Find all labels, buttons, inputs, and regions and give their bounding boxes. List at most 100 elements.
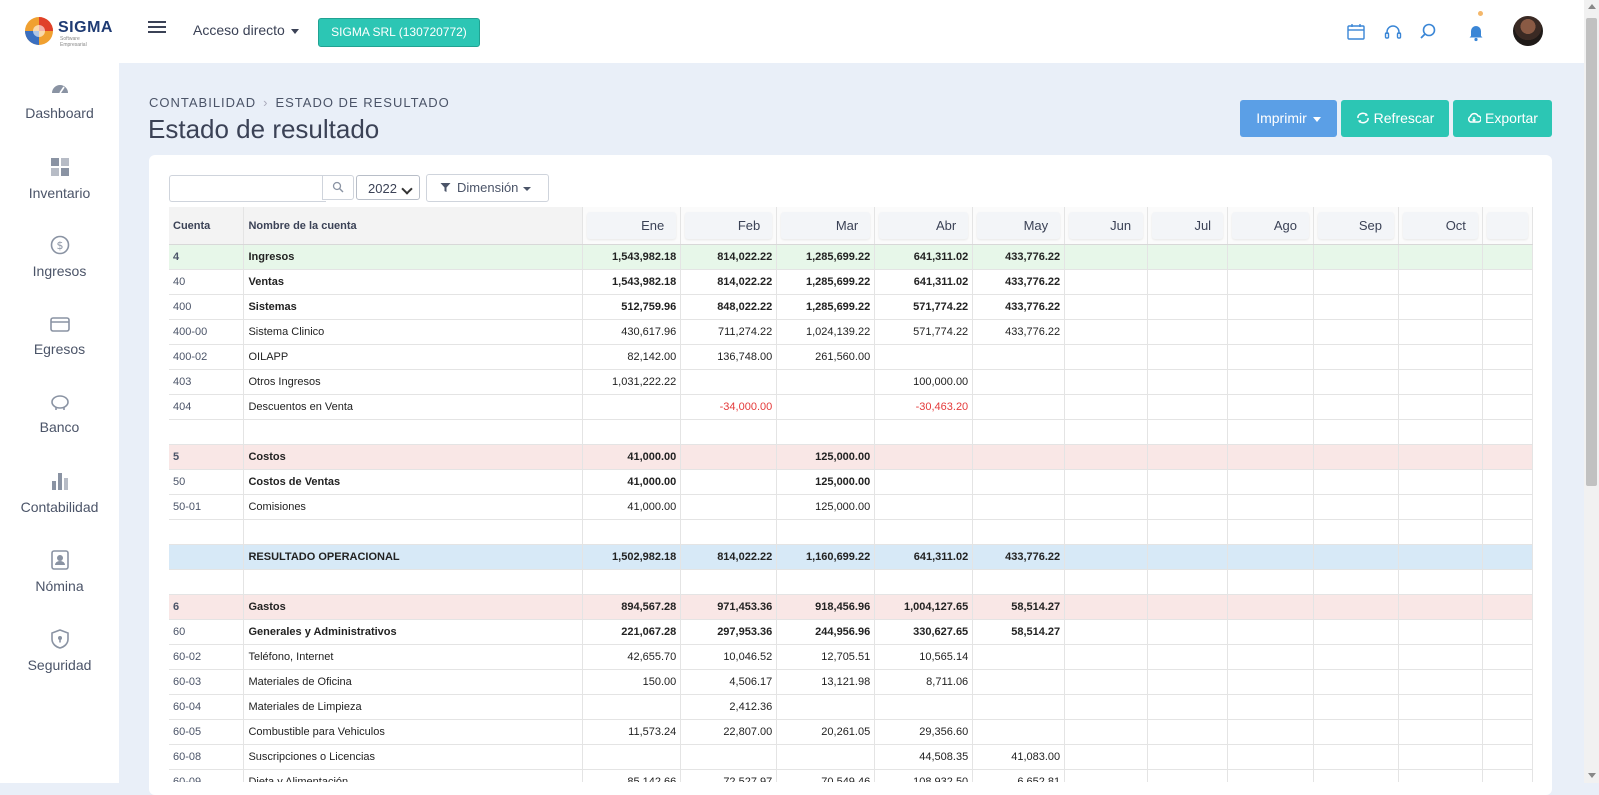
amount-cell: 58,514.27 — [972, 619, 1066, 645]
table-row[interactable]: 400 Sistemas 512,759.96 848,022.22 1,285,699… — [169, 294, 1533, 320]
column-header-month[interactable]: Ene — [582, 207, 682, 245]
amount-cell — [680, 569, 778, 595]
column-header-month[interactable]: May — [972, 207, 1066, 245]
amount-cell — [1227, 644, 1315, 670]
breadcrumb-parent[interactable]: CONTABILIDAD — [149, 95, 257, 110]
search-button[interactable] — [322, 175, 354, 200]
table-row[interactable]: 5 Costos 41,000.00 125,000.00 — [169, 444, 1533, 470]
dimension-filter-button[interactable]: Dimensión — [426, 174, 549, 202]
shortcut-label: Acceso directo — [193, 22, 285, 38]
sidebar-item-egresos[interactable]: Egresos — [0, 315, 119, 385]
sidebar-item-dashboard[interactable]: Dashboard — [0, 79, 119, 149]
amount-cell — [874, 344, 974, 370]
calendar-icon[interactable] — [1346, 22, 1366, 42]
column-header-month[interactable] — [1482, 207, 1533, 245]
table-row[interactable]: 50-01 Comisiones 41,000.00 125,000.00 — [169, 494, 1533, 520]
column-header-name[interactable]: Nombre de la cuenta — [243, 207, 584, 245]
table-row[interactable]: 40 Ventas 1,543,982.18 814,022.22 1,285,699.… — [169, 269, 1533, 295]
sidebar-item-seguridad[interactable]: Seguridad — [0, 629, 119, 699]
svg-text:$: $ — [56, 239, 63, 252]
table-row[interactable]: 60-09 Dieta y Alimentación 85,142.66 72,527… — [169, 769, 1533, 782]
amount-cell — [1064, 769, 1149, 782]
column-header-month[interactable]: Sep — [1313, 207, 1399, 245]
amount-cell: 1,543,982.18 — [582, 269, 682, 295]
amount-cell: 221,067.28 — [582, 619, 682, 645]
column-header-code[interactable]: Cuenta — [169, 207, 245, 245]
amount-cell — [582, 394, 682, 420]
amount-cell: 10,565.14 — [874, 644, 974, 670]
export-button[interactable]: Exportar — [1453, 100, 1552, 137]
top-bar: SIGMA Software Empresarial Acceso direct… — [0, 0, 1584, 63]
refresh-button[interactable]: Refrescar — [1341, 100, 1449, 137]
search-icon[interactable] — [1418, 22, 1438, 42]
table-row[interactable]: 6 Gastos 894,567.28 971,453.36 918,456.96 1,0… — [169, 594, 1533, 620]
amount-cell — [1147, 669, 1229, 695]
amount-cell — [874, 494, 974, 520]
table-row[interactable] — [169, 419, 1533, 445]
column-header-month[interactable]: Oct — [1398, 207, 1483, 245]
table-row[interactable]: 400-02 OILAPP 82,142.00 136,748.00 261,560.0… — [169, 344, 1533, 370]
search-input[interactable] — [169, 175, 326, 202]
table-row[interactable]: 400-00 Sistema Clinico 430,617.96 711,274.2… — [169, 319, 1533, 345]
amount-cell — [1147, 294, 1229, 320]
amount-cell — [972, 669, 1066, 695]
amount-cell — [1064, 544, 1149, 570]
amount-cell: 1,031,222.22 — [582, 369, 682, 395]
table-row[interactable]: 60-08 Suscripciones o Licencias 44,508.35 4… — [169, 744, 1533, 770]
amount-cell — [1398, 419, 1483, 445]
amount-cell — [1398, 719, 1483, 745]
amount-cell — [582, 419, 682, 445]
account-name-cell: Sistemas — [243, 294, 584, 320]
sigma-logo[interactable]: SIGMA Software Empresarial — [22, 14, 112, 48]
sidebar-item-nomina[interactable]: Nómina — [0, 550, 119, 620]
sidebar-item-ingresos[interactable]: $ Ingresos — [0, 235, 119, 305]
table-row[interactable]: 60-05 Combustible para Vehiculos 11,573.24… — [169, 719, 1533, 745]
scroll-up-arrow-icon[interactable] — [1588, 4, 1596, 9]
scrollbar-thumb[interactable] — [1586, 18, 1597, 486]
column-header-month[interactable]: Abr — [874, 207, 974, 245]
company-button[interactable]: SIGMA SRL (130720772) — [318, 18, 480, 47]
sidebar-item-inventario[interactable]: Inventario — [0, 157, 119, 227]
account-name-cell: OILAPP — [243, 344, 584, 370]
table-row[interactable]: RESULTADO OPERACIONAL 1,502,982.18 814,022… — [169, 544, 1533, 570]
amount-cell — [1482, 444, 1533, 470]
table-row[interactable]: 60-02 Teléfono, Internet 42,655.70 10,046.5… — [169, 644, 1533, 670]
sidebar-item-contabilidad[interactable]: Contabilidad — [0, 471, 119, 541]
table-row[interactable]: 403 Otros Ingresos 1,031,222.22 100,000.00 — [169, 369, 1533, 395]
table-row[interactable] — [169, 519, 1533, 545]
sidebar-item-banco[interactable]: Banco — [0, 393, 119, 463]
headset-icon[interactable] — [1383, 22, 1403, 42]
column-header-month[interactable]: Ago — [1227, 207, 1315, 245]
scroll-down-arrow-icon[interactable] — [1588, 773, 1596, 778]
amount-cell: 136,748.00 — [680, 344, 778, 370]
column-header-month[interactable]: Feb — [680, 207, 778, 245]
avatar[interactable] — [1513, 16, 1543, 46]
amount-cell — [1313, 694, 1399, 720]
amount-cell: 85,142.66 — [582, 769, 682, 782]
year-value: 2022 — [368, 181, 397, 196]
table-row[interactable]: 4 Ingresos 1,543,982.18 814,022.22 1,285,699… — [169, 244, 1533, 270]
shortcut-dropdown[interactable]: Acceso directo — [193, 22, 299, 38]
amount-cell — [1227, 544, 1315, 570]
amount-cell: 641,311.02 — [874, 269, 974, 295]
table-row[interactable]: 60-03 Materiales de Oficina 150.00 4,506.17… — [169, 669, 1533, 695]
menu-toggle-icon[interactable] — [148, 21, 166, 37]
column-header-month[interactable]: Jun — [1064, 207, 1149, 245]
amount-cell — [1147, 319, 1229, 345]
table-row[interactable]: 60 Generales y Administrativos 221,067.28 2… — [169, 619, 1533, 645]
income-statement-table-container[interactable]: Cuenta Nombre de la cuenta Ene Feb Mar Abr M… — [169, 207, 1533, 782]
bell-icon[interactable] — [1466, 22, 1486, 42]
month-label: Sep — [1318, 212, 1394, 239]
amount-cell — [1313, 494, 1399, 520]
table-row[interactable] — [169, 569, 1533, 595]
amount-cell — [1064, 244, 1149, 270]
column-header-month[interactable]: Jul — [1147, 207, 1229, 245]
table-row[interactable]: 60-04 Materiales de Limpieza 2,412.36 — [169, 694, 1533, 720]
year-select[interactable]: 2022 — [356, 175, 420, 200]
amount-cell — [680, 419, 778, 445]
table-row[interactable]: 50 Costos de Ventas 41,000.00 125,000.00 — [169, 469, 1533, 495]
column-header-month[interactable]: Mar — [776, 207, 876, 245]
amount-cell: 11,573.24 — [582, 719, 682, 745]
print-button[interactable]: Imprimir — [1240, 100, 1337, 137]
table-row[interactable]: 404 Descuentos en Venta -34,000.00 -30,463.… — [169, 394, 1533, 420]
